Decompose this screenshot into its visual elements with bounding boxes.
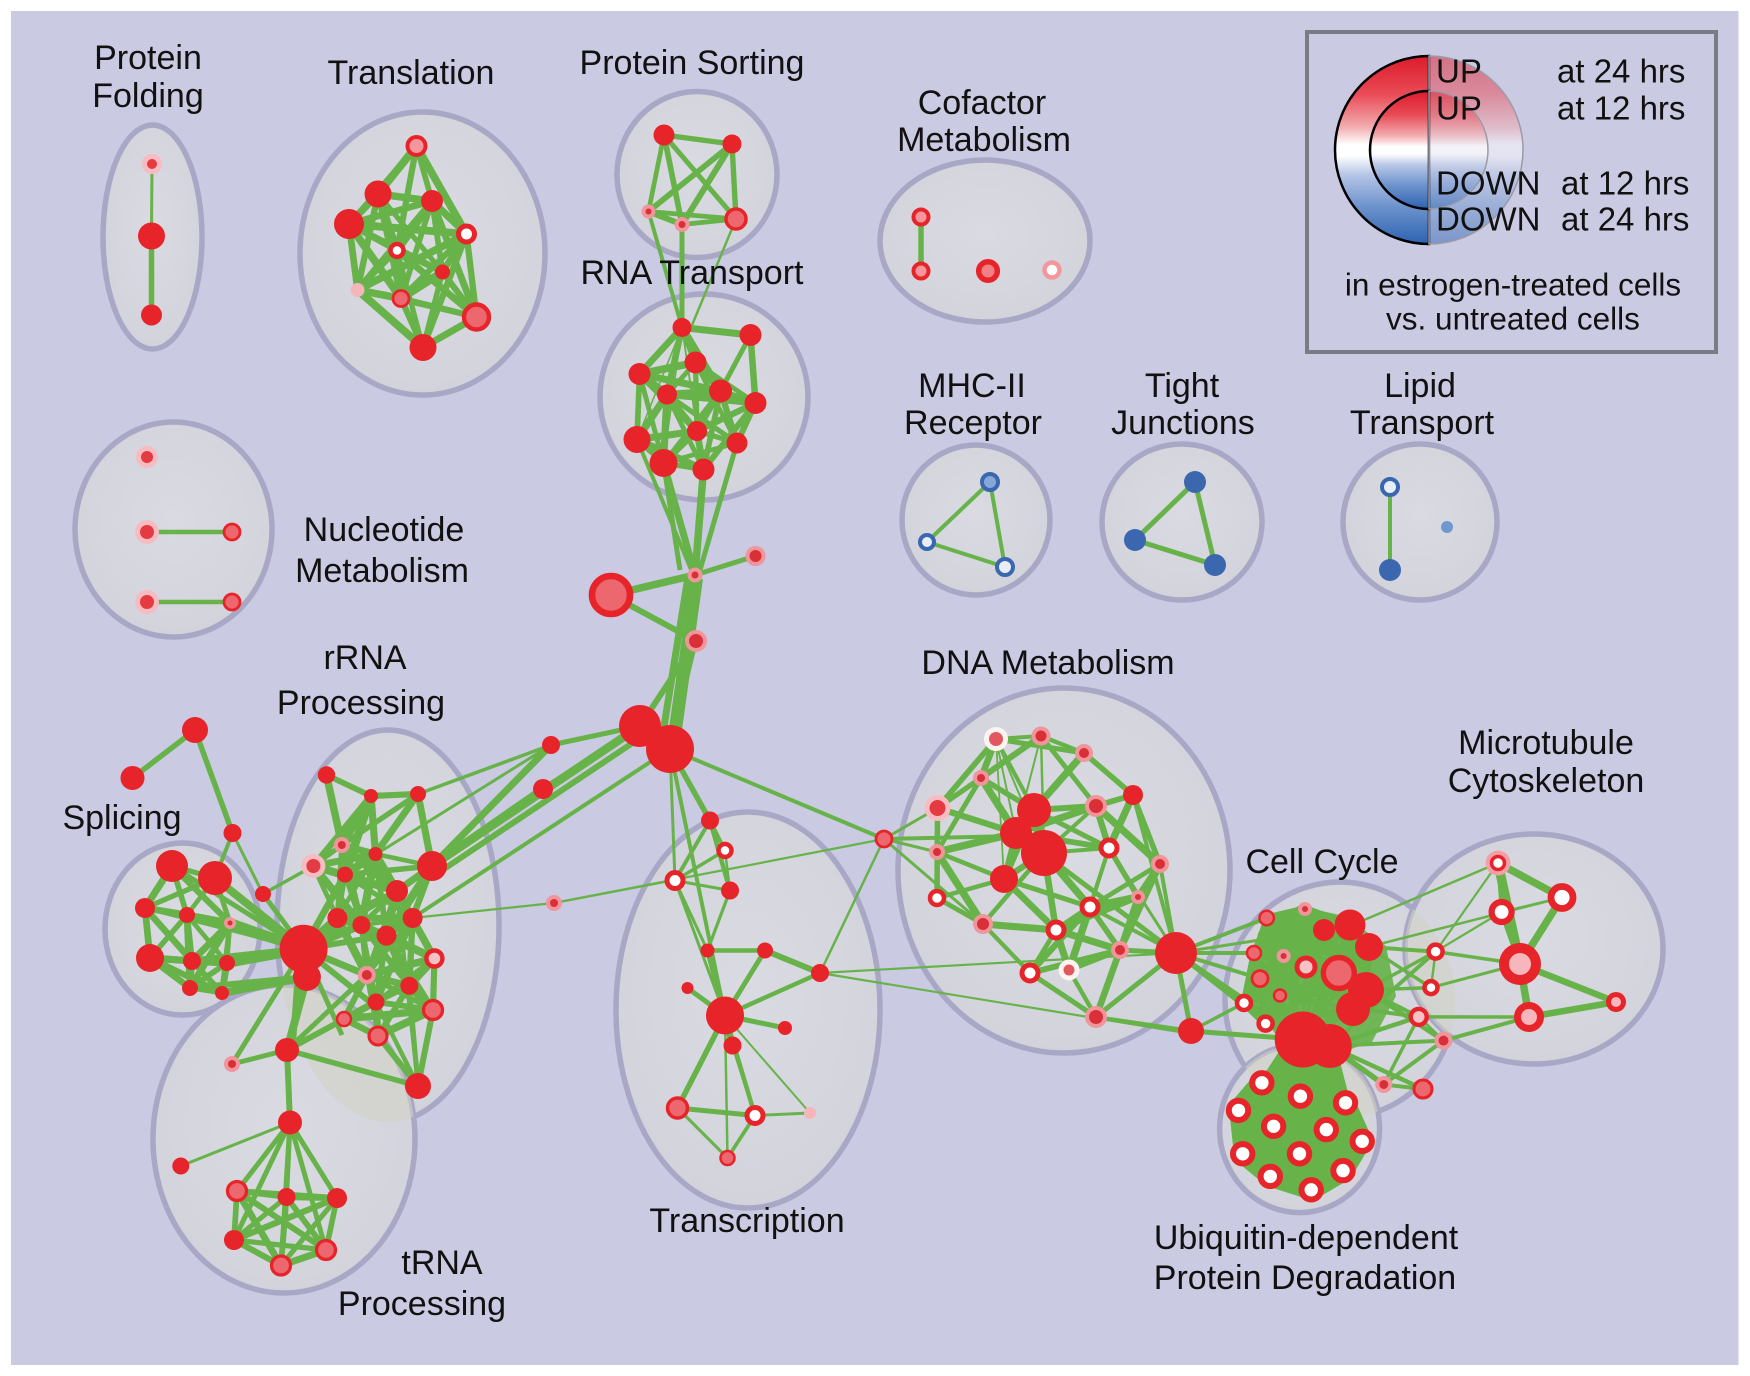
svg-text:DOWN: DOWN [1436,201,1540,238]
svg-text:at 24 hrs: at 24 hrs [1557,53,1685,90]
svg-text:DOWN: DOWN [1436,165,1540,202]
svg-text:Protein Sorting: Protein Sorting [580,44,805,82]
svg-text:MHC-II: MHC-II [918,367,1026,405]
svg-text:Cytoskeleton: Cytoskeleton [1448,762,1645,800]
svg-text:Cofactor: Cofactor [918,84,1047,122]
svg-text:DNA Metabolism: DNA Metabolism [921,644,1174,682]
svg-text:rRNA: rRNA [323,639,406,677]
svg-text:Metabolism: Metabolism [897,121,1071,159]
svg-text:Tight: Tight [1145,367,1220,405]
svg-text:Lipid: Lipid [1384,367,1456,405]
svg-text:Splicing: Splicing [62,799,181,837]
svg-text:at 12 hrs: at 12 hrs [1557,90,1685,127]
svg-text:Transcription: Transcription [649,1202,844,1240]
svg-text:Metabolism: Metabolism [295,552,469,590]
svg-text:Folding: Folding [92,77,204,115]
svg-text:Ubiquitin-dependent: Ubiquitin-dependent [1154,1219,1459,1257]
svg-text:Cell Cycle: Cell Cycle [1245,843,1398,881]
svg-text:tRNA: tRNA [401,1244,483,1282]
svg-text:Receptor: Receptor [904,404,1042,442]
svg-text:Junctions: Junctions [1111,404,1255,442]
svg-text:Microtubule: Microtubule [1458,724,1634,762]
svg-text:at 24 hrs: at 24 hrs [1561,201,1689,238]
svg-text:Protein Degradation: Protein Degradation [1154,1259,1456,1297]
svg-text:Translation: Translation [328,54,495,92]
svg-text:UP: UP [1436,90,1482,127]
svg-text:Processing: Processing [277,684,445,722]
svg-text:Transport: Transport [1350,404,1495,442]
svg-text:at 12 hrs: at 12 hrs [1561,165,1689,202]
svg-text:vs. untreated cells: vs. untreated cells [1386,300,1640,336]
svg-text:RNA Transport: RNA Transport [581,254,805,292]
svg-text:Processing: Processing [338,1285,506,1323]
svg-text:Protein: Protein [94,39,202,77]
svg-text:Nucleotide: Nucleotide [304,511,465,549]
svg-text:UP: UP [1436,53,1482,90]
svg-text:in estrogen-treated cells: in estrogen-treated cells [1345,266,1681,302]
